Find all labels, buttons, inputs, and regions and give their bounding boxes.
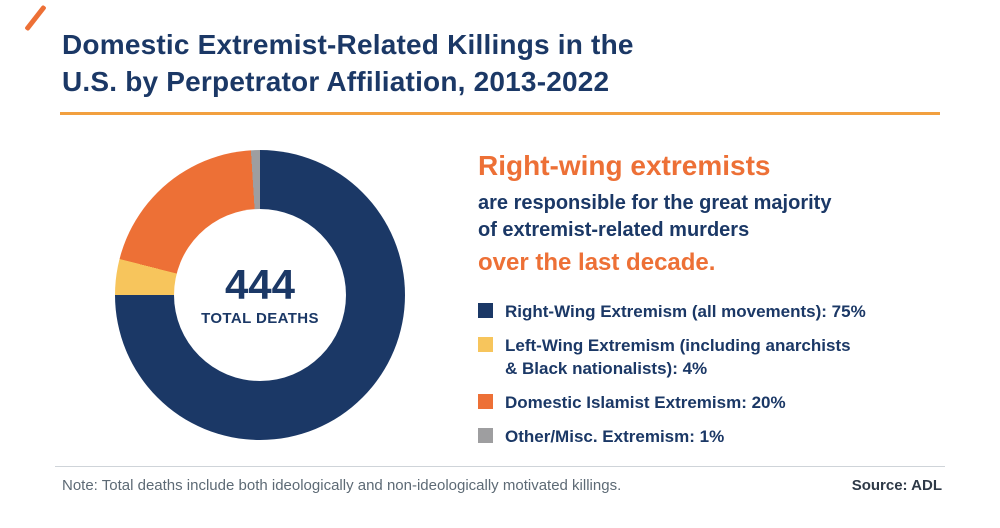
legend-swatch-other [478, 428, 493, 443]
callout-body: are responsible for the great majority o… [478, 190, 960, 244]
callout-and-legend: Right-wing extremists are responsible fo… [478, 150, 960, 459]
legend-item-islamist: Domestic Islamist Extremism: 20% [478, 391, 960, 414]
legend-item-right-wing: Right-Wing Extremism (all movements): 75… [478, 300, 960, 323]
callout-emphasis: over the last decade. [478, 249, 716, 276]
total-deaths-value: 444 [224, 261, 296, 308]
footer-divider [55, 466, 945, 467]
donut-hole: 444 TOTAL DEATHS [174, 209, 346, 381]
callout-headline: Right-wing extremists [478, 150, 771, 181]
legend-swatch-right-wing [478, 303, 493, 318]
legend-label-left-wing-line-1: Left-Wing Extremism (including anarchist… [505, 336, 851, 355]
legend-item-other: Other/Misc. Extremism: 1% [478, 425, 960, 448]
page-title: Domestic Extremist-Related Killings in t… [62, 26, 634, 100]
legend-label-islamist: Domestic Islamist Extremism: 20% [505, 393, 786, 412]
source-attribution: Source: ADL [851, 477, 942, 494]
callout-body-line-1: are responsible for the great majority [478, 192, 832, 214]
legend-label-other: Other/Misc. Extremism: 1% [505, 427, 725, 446]
callout-body-line-2: of extremist-related murders [478, 219, 750, 241]
legend-label-left-wing-line-2: & Black nationalists): 4% [505, 359, 708, 378]
corner-accent-mark [24, 4, 47, 32]
legend-item-left-wing: Left-Wing Extremism (including anarchist… [478, 334, 960, 380]
legend-swatch-left-wing [478, 337, 493, 352]
donut-chart: 444 TOTAL DEATHS [115, 150, 405, 440]
legend-label-right-wing: Right-Wing Extremism (all movements): 75… [505, 302, 866, 321]
page-title-line-1: Domestic Extremist-Related Killings in t… [62, 29, 634, 60]
legend-label-left-wing: Left-Wing Extremism (including anarchist… [505, 334, 851, 380]
title-underline-rule [60, 112, 940, 115]
legend-swatch-islamist [478, 394, 493, 409]
total-deaths-label: TOTAL DEATHS [201, 310, 319, 327]
footnote: Note: Total deaths include both ideologi… [62, 477, 622, 494]
page-title-line-2: U.S. by Perpetrator Affiliation, 2013-20… [62, 66, 610, 97]
chart-legend: Right-Wing Extremism (all movements): 75… [478, 300, 960, 448]
